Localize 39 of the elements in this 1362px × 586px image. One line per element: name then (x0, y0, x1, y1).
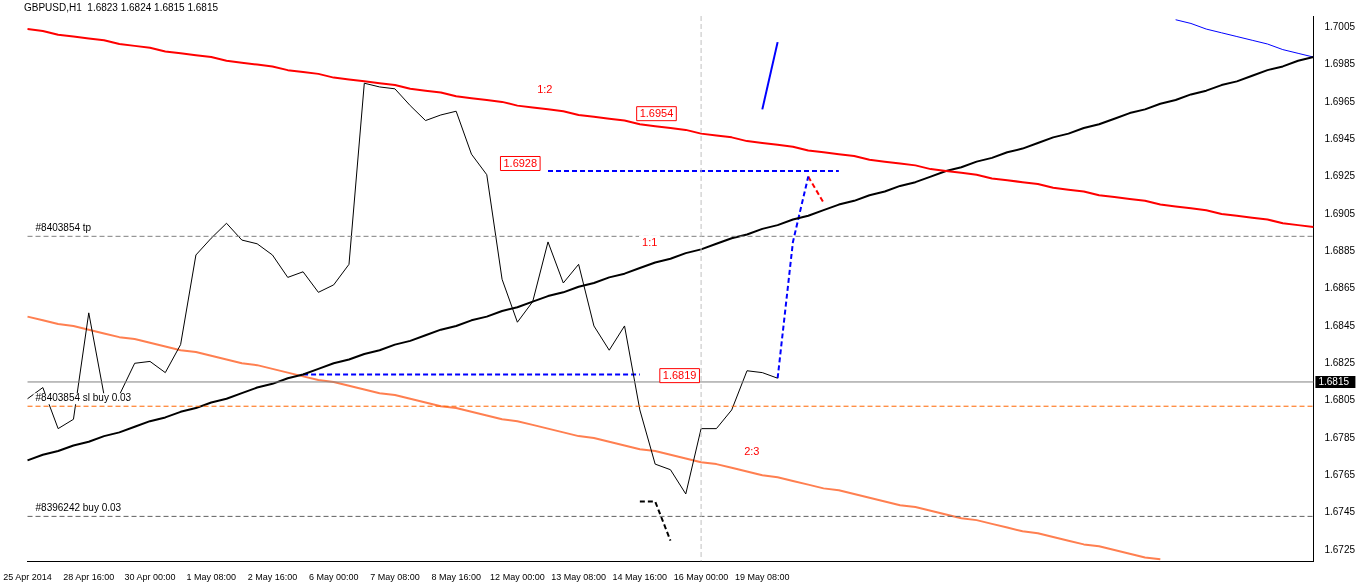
ref-line-label: #8403854 sl buy 0.03 (35, 391, 132, 403)
y-tick-label: 1.6805 (1324, 394, 1356, 406)
y-tick-label: 1.6925 (1324, 170, 1356, 182)
y-tick-label: 1.6765 (1324, 469, 1356, 481)
x-tick-label: 25 Apr 2014 (3, 572, 52, 583)
x-tick-label: 28 Apr 16:00 (63, 572, 115, 583)
x-tick-label: 16 May 00:00 (673, 572, 729, 583)
x-tick-label: 13 May 08:00 (551, 572, 606, 583)
x-tick-label: 30 Apr 00:00 (124, 572, 176, 583)
x-tick-label: 6 May 00:00 (308, 572, 359, 583)
x-tick-label: 2 May 16:00 (247, 572, 298, 583)
x-tick-label: 7 May 08:00 (370, 572, 420, 583)
annotation: 1:1 (642, 235, 658, 248)
annotation: 1.6954 (639, 106, 674, 119)
y-tick-label: 1.6785 (1324, 431, 1356, 443)
ref-line-label: #8396242 buy 0.03 (35, 502, 122, 514)
y-tick-label: 1.6905 (1324, 207, 1356, 219)
ref-line-label: #8403854 tp (35, 222, 92, 234)
y-tick-label: 1.6745 (1324, 506, 1356, 518)
x-tick-label: 8 May 16:00 (431, 572, 481, 583)
annotation: 1.6928 (503, 156, 538, 169)
annotation: 1.6819 (662, 368, 697, 381)
chart-title: GBPUSD,H1 1.6823 1.6824 1.6815 1.6815 (24, 1, 219, 13)
y-tick-label: 1.6965 (1324, 95, 1356, 107)
annotation: 1:2 (537, 83, 553, 96)
x-tick-label: 14 May 16:00 (612, 572, 668, 583)
ref-line-label: 1.6815 (1318, 375, 1350, 387)
x-tick-label: 1 May 08:00 (186, 572, 236, 583)
y-tick-label: 1.6845 (1324, 319, 1356, 331)
annotation: 2:3 (744, 445, 760, 458)
y-tick-label: 1.7005 (1324, 20, 1356, 32)
y-tick-label: 1.6725 (1324, 543, 1356, 555)
y-tick-label: 1.6825 (1324, 357, 1356, 369)
x-tick-label: 12 May 00:00 (490, 572, 545, 583)
x-tick-label: 19 May 08:00 (735, 572, 790, 583)
y-tick-label: 1.6945 (1324, 132, 1356, 144)
y-tick-label: 1.6865 (1324, 282, 1356, 294)
y-tick-label: 1.6985 (1324, 58, 1356, 70)
y-tick-label: 1.6885 (1324, 245, 1356, 257)
